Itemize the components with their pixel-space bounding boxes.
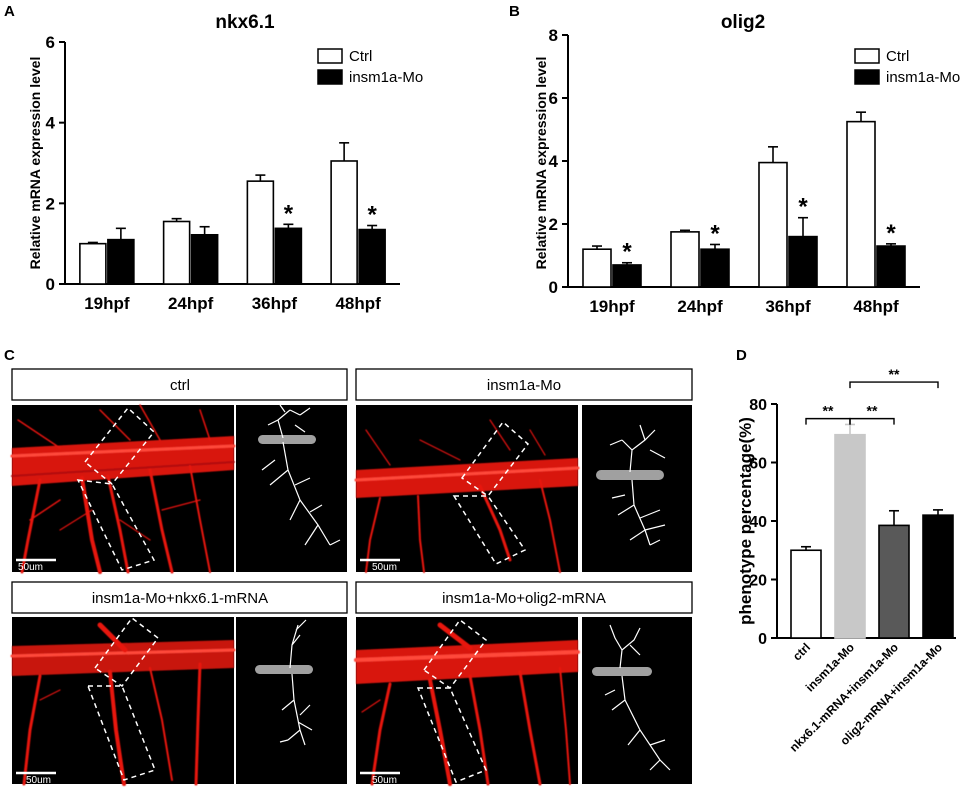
chart-a-ylabel: Relative mRNA expression level [27, 57, 43, 270]
chart-a: nkx6.1 Relative mRNA expression level Ct… [27, 12, 423, 313]
y-tick-label: 4 [46, 114, 56, 133]
y-tick-label: 20 [749, 573, 767, 590]
chart-b-ylabel: Relative mRNA expression level [533, 57, 549, 270]
y-tick-label: 8 [549, 26, 558, 45]
significance-star: * [798, 194, 808, 221]
scale-bar-label: 50um [18, 562, 43, 573]
confocal-image-ctrl: 50um [10, 404, 236, 574]
x-tick-label: 48hpf [335, 294, 381, 313]
bar-insm1a-mo [788, 235, 818, 288]
bar-ctrl [162, 220, 191, 285]
bar-ctrl [330, 160, 358, 285]
significance-label: ** [889, 366, 900, 382]
microscopy-label: ctrl [170, 377, 190, 394]
x-tick-label: 24hpf [168, 294, 214, 313]
legend-swatch-mo [317, 69, 343, 85]
x-tick-label: 48hpf [853, 297, 899, 316]
y-tick-label: 60 [749, 456, 767, 473]
y-tick-label: 4 [549, 152, 559, 171]
significance-label: ** [823, 403, 834, 419]
significance-star: * [284, 200, 294, 227]
bar-insm1a-mo [700, 248, 730, 288]
scale-bar-label: 50um [372, 775, 397, 786]
microscopy-label-box [11, 581, 348, 614]
bar-ctrl [582, 248, 612, 288]
legend-swatch-mo [854, 69, 880, 85]
confocal-image-nkx6-1-mrna: 50um [10, 616, 236, 786]
legend-label-mo: insm1a-Mo [349, 69, 423, 86]
tracing-image-ctrl [236, 404, 347, 572]
y-tick-label: 6 [549, 89, 558, 108]
microscopy-label: insm1a-Mo+olig2-mRNA [442, 590, 606, 607]
scale-bar-label: 50um [372, 562, 397, 573]
microscopy-panel: ctrl [10, 368, 693, 786]
tracing-image-olig2-mrna [582, 617, 692, 784]
microscopy-label-box [11, 368, 348, 401]
panel-letter-d: D [736, 347, 747, 364]
x-tick-label: 19hpf [84, 294, 130, 313]
chart-b: olig2 Relative mRNA expression level Ctr… [533, 12, 960, 316]
chart-a-title: nkx6.1 [215, 12, 275, 33]
panel-letter-c: C [4, 347, 15, 364]
microscopy-label: insm1a-Mo [487, 377, 561, 394]
bar-insm1a-mo [358, 228, 386, 285]
bar-ctrl [246, 180, 275, 285]
x-tick-label: 19hpf [589, 297, 635, 316]
legend-label-ctrl: Ctrl [886, 48, 909, 65]
bar-insm1a-mo [107, 238, 135, 285]
tracing-image-insm1a-mo [582, 405, 692, 572]
bar-insm1a-mo [612, 264, 642, 288]
panel-letter-b: B [509, 3, 520, 20]
significance-bracket [849, 381, 939, 389]
chart-d-ylabel: phenotype percentage(%) [736, 417, 755, 625]
bar-2 [878, 524, 910, 639]
chart-b-legend: Ctrl insm1a-Mo [854, 48, 960, 86]
y-tick-label: 2 [549, 215, 558, 234]
bar-insm1a-mo [876, 245, 906, 288]
x-tick-label: 36hpf [252, 294, 298, 313]
scale-bar-label: 50um [26, 775, 51, 786]
microscopy-label-box [355, 581, 693, 614]
y-tick-label: 0 [549, 278, 558, 297]
bar-ctrl [758, 161, 788, 288]
confocal-image-olig2-mrna: 50um [354, 617, 580, 786]
significance-star: * [886, 220, 896, 247]
significance-bracket [849, 417, 895, 425]
y-tick-label: 80 [749, 397, 767, 414]
microscopy-label: insm1a-Mo+nkx6.1-mRNA [92, 590, 268, 607]
y-tick-label: 0 [46, 275, 55, 294]
x-tick-label: ctrl [790, 640, 813, 663]
x-tick-label: 36hpf [765, 297, 811, 316]
bar-ctrl [79, 242, 107, 285]
bar-ctrl [846, 120, 876, 288]
y-tick-label: 40 [749, 514, 767, 531]
panel-letter-a: A [4, 3, 15, 20]
bar-1 [834, 433, 866, 639]
microscopy-label-box [355, 368, 693, 401]
significance-star: * [367, 202, 377, 229]
bar-insm1a-mo [274, 227, 303, 285]
legend-label-mo: insm1a-Mo [886, 69, 960, 86]
significance-label: ** [867, 403, 878, 419]
chart-a-legend: Ctrl insm1a-Mo [317, 48, 423, 86]
x-tick-label: 24hpf [677, 297, 723, 316]
legend-swatch-ctrl [854, 48, 880, 64]
significance-bracket [805, 417, 851, 425]
chart-b-title: olig2 [721, 12, 765, 33]
significance-star: * [710, 220, 720, 247]
y-tick-label: 2 [46, 194, 55, 213]
legend-label-ctrl: Ctrl [349, 48, 372, 65]
y-tick-label: 6 [46, 33, 55, 52]
chart-d: phenotype percentage(%) 020406080ctrlins… [736, 366, 956, 755]
confocal-image-insm1a-mo: 50um [354, 405, 580, 573]
y-tick-label: 0 [758, 631, 767, 648]
bar-insm1a-mo [190, 233, 219, 285]
bar-0 [790, 549, 822, 639]
bar-ctrl [670, 231, 700, 288]
significance-star: * [622, 239, 632, 266]
bar-3 [922, 514, 954, 639]
tracing-image-nkx6-1-mrna [236, 617, 347, 784]
legend-swatch-ctrl [317, 48, 343, 64]
